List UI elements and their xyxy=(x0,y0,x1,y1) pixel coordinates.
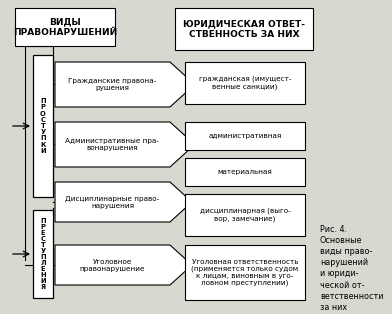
Text: Уголовная ответственность
(применяется только судом
к лицам, виновным в уго-
лов: Уголовная ответственность (применяется т… xyxy=(191,258,299,286)
Text: административная: административная xyxy=(209,133,281,139)
Polygon shape xyxy=(55,62,195,107)
Bar xyxy=(185,122,305,150)
Text: ВИДЫ
ПРАВОНАРУШЕНИЙ: ВИДЫ ПРАВОНАРУШЕНИЙ xyxy=(13,18,117,36)
Bar xyxy=(185,62,305,104)
Bar xyxy=(15,8,115,46)
Bar xyxy=(185,194,305,236)
Text: Административные пра-
вонарушения: Административные пра- вонарушения xyxy=(65,138,160,151)
Polygon shape xyxy=(55,245,192,285)
Polygon shape xyxy=(55,122,195,167)
Bar xyxy=(185,245,305,300)
Text: Рис. 4.
Основные
виды право-
нарушений
и юриди-
ческой от-
ветственности
за них: Рис. 4. Основные виды право- нарушений и… xyxy=(320,225,383,312)
Text: П
Р
О
С
Т
У
П
К
И: П Р О С Т У П К И xyxy=(40,98,46,154)
Text: П
Р
Е
С
Т
У
П
Л
Е
Н
И
Я: П Р Е С Т У П Л Е Н И Я xyxy=(40,218,46,290)
Bar xyxy=(33,55,53,197)
Text: Уголовное
правонарушение: Уголовное правонарушение xyxy=(80,258,145,272)
Text: Дисциплинарные право-
нарушения: Дисциплинарные право- нарушения xyxy=(65,195,160,208)
Text: гражданская (имущест-
венные санкции): гражданская (имущест- венные санкции) xyxy=(199,76,291,90)
Text: материальная: материальная xyxy=(218,169,272,175)
Text: Гражданские правона-
рушения: Гражданские правона- рушения xyxy=(68,78,157,91)
Polygon shape xyxy=(55,182,192,222)
Bar xyxy=(175,8,313,50)
Text: ЮРИДИЧЕСКАЯ ОТВЕТ-
СТВЕННОСТЬ ЗА НИХ: ЮРИДИЧЕСКАЯ ОТВЕТ- СТВЕННОСТЬ ЗА НИХ xyxy=(183,19,305,39)
Text: дисциплинарная (выго-
вор, замечание): дисциплинарная (выго- вор, замечание) xyxy=(200,208,290,222)
Bar xyxy=(33,210,53,298)
Bar xyxy=(185,158,305,186)
